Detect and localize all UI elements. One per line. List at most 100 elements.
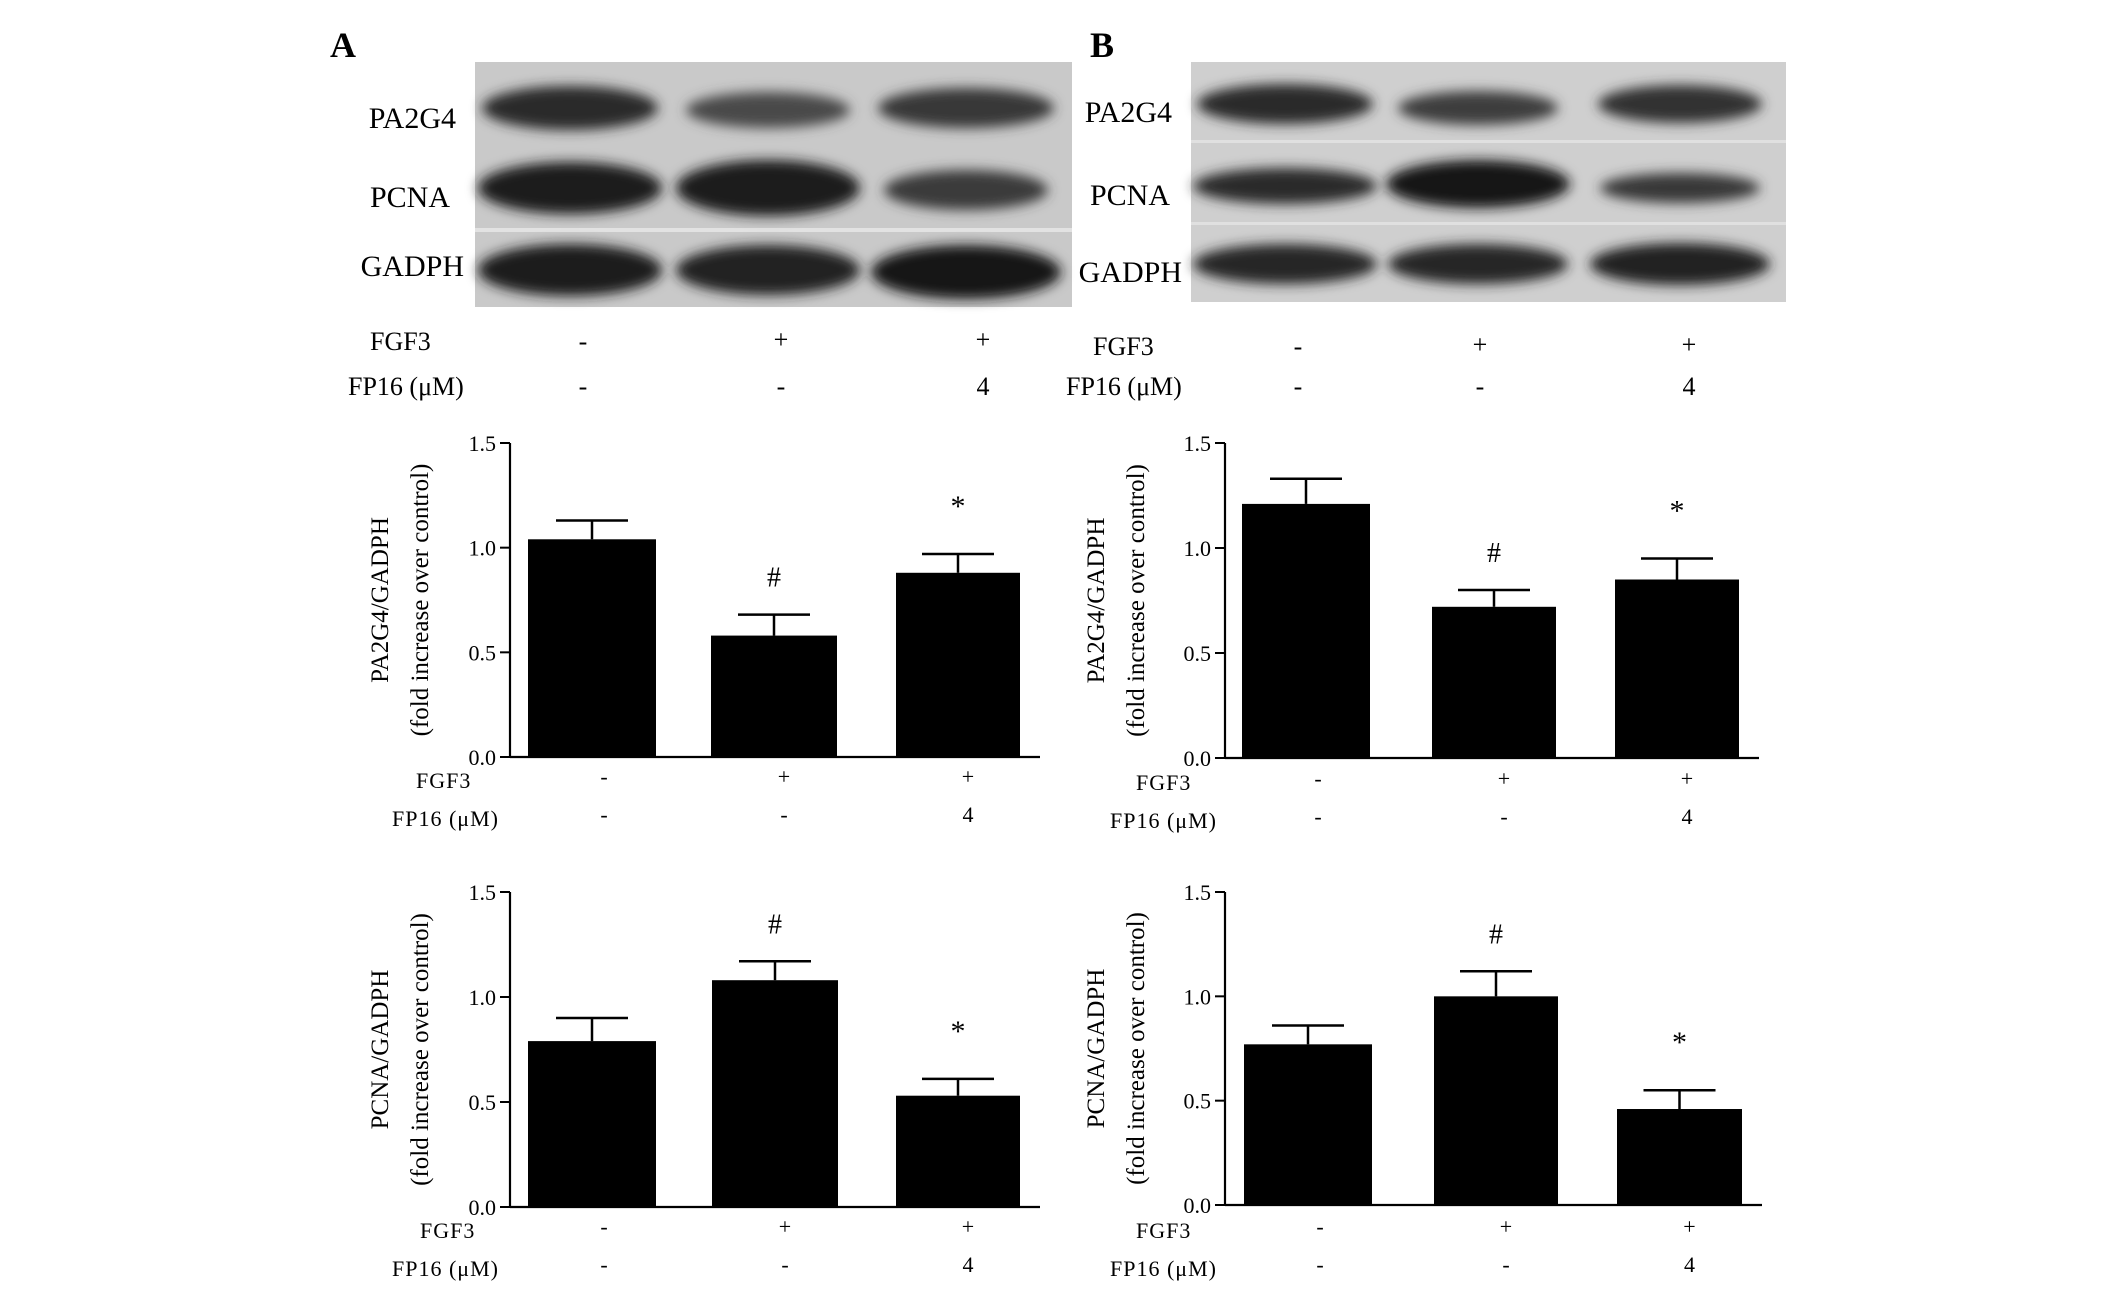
treatment-value: + xyxy=(1473,330,1488,359)
treatment-value: - xyxy=(1294,372,1303,401)
significance-label: * xyxy=(1670,495,1685,528)
y-tick-label: 0.5 xyxy=(469,640,497,665)
y-axis-label: PCNA/GADPH xyxy=(1083,969,1110,1129)
blot-row-label: GADPH xyxy=(361,250,464,283)
treatment-label: FP16 (μM) xyxy=(1110,808,1217,833)
treatment-value: + xyxy=(778,764,790,789)
y-tick-label: 0.0 xyxy=(1184,1193,1212,1218)
significance-label: * xyxy=(1672,1026,1687,1059)
bar xyxy=(896,1095,1020,1207)
blot-row-label: PCNA xyxy=(370,181,450,214)
treatment-label: FP16 (μM) xyxy=(392,806,499,831)
treatment-value: - xyxy=(579,327,588,356)
blot-bands xyxy=(478,86,1061,299)
significance-label: # xyxy=(1489,919,1503,950)
bar-chart-b-pa2g4: 0.0 0.5 1.0 1.5 PA2G4/GADPH (fold increase ov… xyxy=(1083,431,1759,833)
treatment-label: FP16 (μM) xyxy=(1066,372,1182,401)
y-tick-label: 1.0 xyxy=(469,985,497,1010)
blot-bands xyxy=(1193,84,1770,285)
y-tick-label: 1.0 xyxy=(469,536,497,561)
treatment-value: + xyxy=(1683,1214,1695,1239)
bar xyxy=(712,980,838,1207)
y-tick-label: 1.5 xyxy=(469,880,497,905)
treatment-value: - xyxy=(1314,804,1321,829)
y-tick-label: 0.5 xyxy=(1184,1089,1212,1114)
bar-charts: 0.0 0.5 1.0 1.5 PA2G4/GADPH (fold increase ov… xyxy=(367,431,1762,1281)
treatment-value: 4 xyxy=(963,1252,974,1277)
treatment-value: + xyxy=(1682,330,1697,359)
treatment-value: - xyxy=(1476,372,1485,401)
blot-row-label: PA2G4 xyxy=(369,102,456,135)
treatment-value: - xyxy=(600,802,607,827)
treatment-value: - xyxy=(1316,1214,1323,1239)
blot-divider xyxy=(1191,140,1786,143)
y-tick-label: 0.5 xyxy=(469,1090,497,1115)
bar xyxy=(1432,606,1556,758)
significance-label: # xyxy=(768,909,782,940)
treatment-value: - xyxy=(600,1252,607,1277)
treatment-value: 4 xyxy=(963,802,974,827)
treatment-value: + xyxy=(779,1214,791,1239)
treatment-label: FGF3 xyxy=(1136,1218,1191,1243)
significance-label: # xyxy=(767,563,781,594)
y-tick-label: 1.5 xyxy=(1184,431,1212,456)
treatment-value: + xyxy=(976,325,991,354)
y-tick-label: 1.5 xyxy=(1184,880,1212,905)
treatment-value: - xyxy=(1502,1252,1509,1277)
treatment-label: FGF3 xyxy=(1093,332,1154,361)
blot-divider xyxy=(1191,222,1786,225)
blot-treatments-b: FGF3 - + + FP16 (μM) - - 4 xyxy=(1066,330,1696,401)
y-tick-label: 0.5 xyxy=(1184,641,1212,666)
treatment-value: 4 xyxy=(1682,804,1693,829)
bar xyxy=(1242,503,1370,758)
treatment-label: FGF3 xyxy=(420,1218,475,1243)
y-axis-label: (fold increase over control) xyxy=(407,464,434,737)
blot-row-label: GADPH xyxy=(1079,256,1182,289)
bar xyxy=(896,572,1020,757)
significance-label: # xyxy=(1487,538,1501,569)
panel-a: A PA2G4 PCNA GADPH FGF3 - + + xyxy=(330,25,1072,401)
y-axis-label: (fold increase over control) xyxy=(407,913,434,1186)
y-axis-label: (fold increase over control) xyxy=(1123,912,1150,1185)
treatment-value: - xyxy=(777,372,786,401)
y-axis-label: (fold increase over control) xyxy=(1123,464,1150,737)
panel-b: B PA2G4 PCNA GADPH FGF3 - + xyxy=(1066,25,1786,401)
treatment-value: + xyxy=(962,1214,974,1239)
bar xyxy=(528,539,656,757)
bar xyxy=(1244,1044,1372,1205)
bar-chart-a-pcna: 0.0 0.5 1.0 1.5 PCNA/GADPH (fold increase ove… xyxy=(367,880,1040,1281)
y-tick-label: 0.0 xyxy=(469,745,497,770)
treatment-value: + xyxy=(1498,766,1510,791)
treatment-label: FP16 (μM) xyxy=(348,372,464,401)
y-tick-label: 1.0 xyxy=(1184,536,1212,561)
treatment-value: + xyxy=(1500,1214,1512,1239)
treatment-value: - xyxy=(600,1214,607,1239)
bar xyxy=(1434,996,1558,1205)
treatment-value: - xyxy=(600,764,607,789)
bar xyxy=(1615,579,1739,758)
y-axis-label: PA2G4/GADPH xyxy=(367,517,394,683)
bar-chart-a-pa2g4: 0.0 0.5 1.0 1.5 PA2G4/GADPH (fold increase ov… xyxy=(367,431,1040,831)
treatment-value: - xyxy=(780,802,787,827)
treatment-label: FGF3 xyxy=(370,327,431,356)
treatment-value: - xyxy=(781,1252,788,1277)
significance-label: * xyxy=(951,1015,966,1048)
treatment-value: 4 xyxy=(977,372,990,401)
western-blot-b: PA2G4 PCNA GADPH xyxy=(1079,62,1786,302)
bar xyxy=(711,635,837,757)
treatment-value: + xyxy=(962,764,974,789)
y-tick-label: 0.0 xyxy=(1184,746,1212,771)
significance-label: * xyxy=(951,490,966,523)
treatment-value: 4 xyxy=(1683,372,1696,401)
blot-treatments-a: FGF3 - + + FP16 (μM) - - 4 xyxy=(348,325,990,401)
panel-label-b: B xyxy=(1090,25,1114,65)
y-axis-label: PCNA/GADPH xyxy=(367,970,394,1130)
bar xyxy=(1617,1109,1742,1205)
y-axis-label: PA2G4/GADPH xyxy=(1083,518,1110,684)
y-tick-label: 0.0 xyxy=(469,1195,497,1220)
blot-row-label: PA2G4 xyxy=(1085,96,1172,129)
y-tick-label: 1.5 xyxy=(469,431,497,456)
blot-divider xyxy=(475,228,1072,232)
western-blot-a: PA2G4 PCNA GADPH xyxy=(361,62,1072,307)
